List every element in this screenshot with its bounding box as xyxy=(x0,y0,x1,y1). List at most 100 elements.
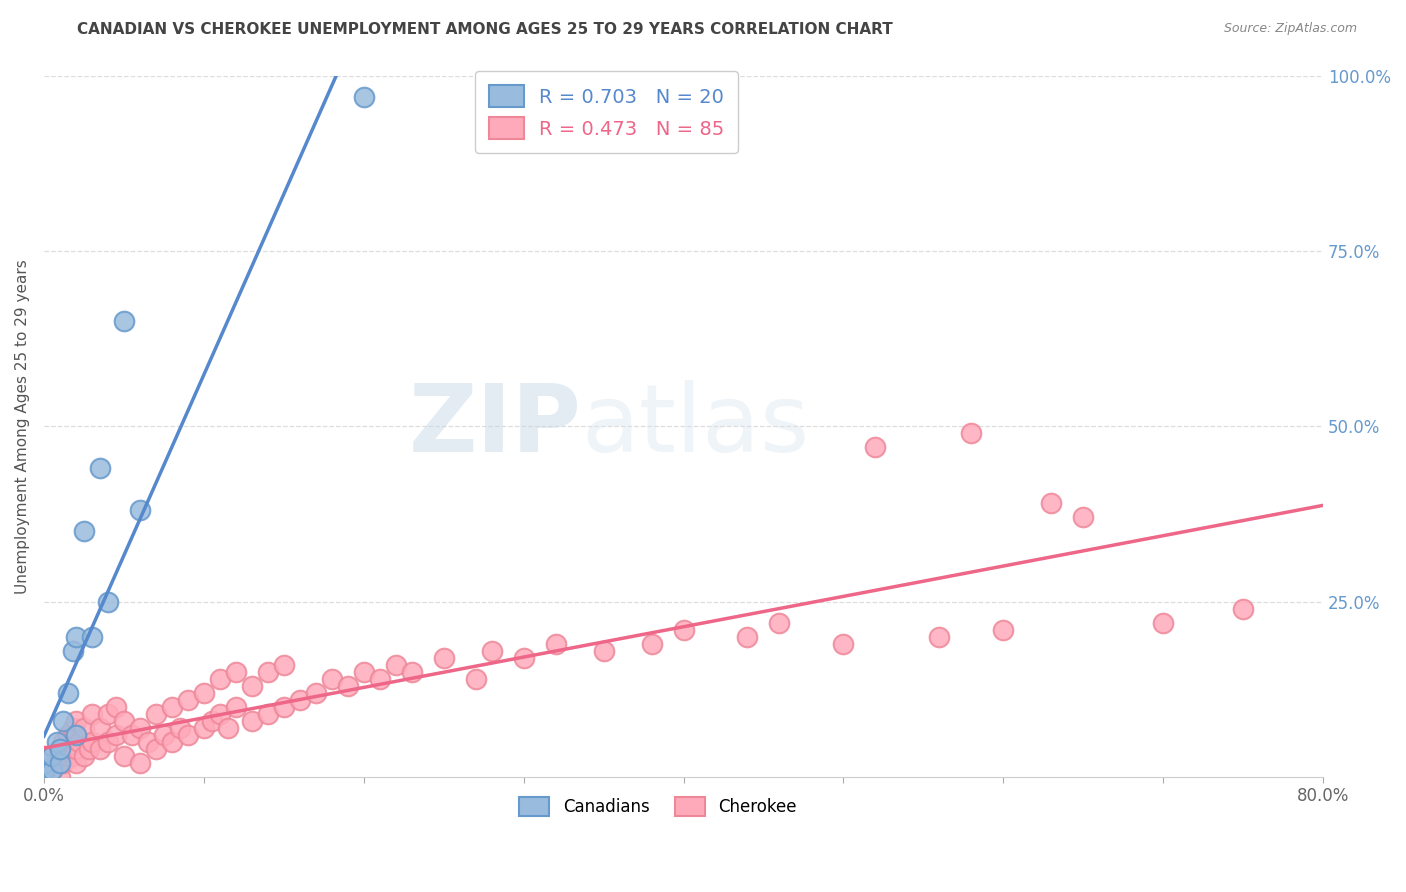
Point xyxy=(45,735,67,749)
Point xyxy=(89,741,111,756)
Point xyxy=(49,741,72,756)
Legend: Canadians, Cherokee: Canadians, Cherokee xyxy=(512,789,804,824)
Point xyxy=(737,630,759,644)
Point xyxy=(97,706,120,721)
Point xyxy=(193,721,215,735)
Point xyxy=(1152,615,1174,630)
Point xyxy=(62,721,84,735)
Point xyxy=(62,748,84,763)
Point xyxy=(104,699,127,714)
Point xyxy=(121,728,143,742)
Point xyxy=(45,756,67,770)
Point xyxy=(384,657,406,672)
Point xyxy=(1040,496,1063,510)
Point xyxy=(160,699,183,714)
Point xyxy=(49,756,72,770)
Point xyxy=(960,426,983,441)
Point xyxy=(201,714,224,728)
Point xyxy=(305,686,328,700)
Point xyxy=(512,650,534,665)
Point xyxy=(67,735,90,749)
Point xyxy=(128,721,150,735)
Point xyxy=(169,721,191,735)
Point xyxy=(80,735,103,749)
Point xyxy=(32,770,55,784)
Text: CANADIAN VS CHEROKEE UNEMPLOYMENT AMONG AGES 25 TO 29 YEARS CORRELATION CHART: CANADIAN VS CHEROKEE UNEMPLOYMENT AMONG … xyxy=(77,22,893,37)
Point xyxy=(32,763,55,777)
Point xyxy=(160,735,183,749)
Point xyxy=(993,623,1015,637)
Y-axis label: Unemployment Among Ages 25 to 29 years: Unemployment Among Ages 25 to 29 years xyxy=(15,259,30,593)
Point xyxy=(112,714,135,728)
Point xyxy=(56,748,79,763)
Text: atlas: atlas xyxy=(581,380,810,472)
Point xyxy=(240,679,263,693)
Point xyxy=(65,741,87,756)
Point xyxy=(928,630,950,644)
Point xyxy=(865,440,887,454)
Point xyxy=(288,692,311,706)
Point xyxy=(464,672,486,686)
Point xyxy=(41,748,63,763)
Point xyxy=(256,665,278,679)
Point xyxy=(177,692,200,706)
Point xyxy=(77,741,100,756)
Point xyxy=(52,735,75,749)
Point xyxy=(832,637,855,651)
Point xyxy=(73,748,96,763)
Point xyxy=(672,623,695,637)
Point xyxy=(273,699,295,714)
Point xyxy=(80,706,103,721)
Point xyxy=(353,89,375,103)
Point xyxy=(128,756,150,770)
Point xyxy=(112,314,135,328)
Point xyxy=(240,714,263,728)
Point xyxy=(368,672,391,686)
Point xyxy=(177,728,200,742)
Point xyxy=(32,756,55,770)
Point xyxy=(41,763,63,777)
Point xyxy=(225,699,247,714)
Point xyxy=(592,643,614,657)
Point xyxy=(73,721,96,735)
Point xyxy=(208,706,231,721)
Point xyxy=(65,728,87,742)
Point xyxy=(104,728,127,742)
Point xyxy=(433,650,456,665)
Point xyxy=(65,630,87,644)
Point xyxy=(544,637,567,651)
Text: ZIP: ZIP xyxy=(408,380,581,472)
Point xyxy=(321,672,343,686)
Text: Source: ZipAtlas.com: Source: ZipAtlas.com xyxy=(1223,22,1357,36)
Point xyxy=(89,721,111,735)
Point xyxy=(97,594,120,608)
Point xyxy=(336,679,359,693)
Point xyxy=(32,770,55,784)
Point xyxy=(353,665,375,679)
Point xyxy=(65,714,87,728)
Point xyxy=(193,686,215,700)
Point xyxy=(640,637,662,651)
Point xyxy=(481,643,503,657)
Point xyxy=(80,630,103,644)
Point xyxy=(1071,510,1094,524)
Point xyxy=(49,770,72,784)
Point xyxy=(62,643,84,657)
Point xyxy=(52,714,75,728)
Point xyxy=(273,657,295,672)
Point xyxy=(256,706,278,721)
Point xyxy=(49,741,72,756)
Point xyxy=(208,672,231,686)
Point xyxy=(768,615,790,630)
Point xyxy=(56,686,79,700)
Point xyxy=(112,748,135,763)
Point xyxy=(52,756,75,770)
Point xyxy=(97,735,120,749)
Point xyxy=(73,524,96,539)
Point xyxy=(56,728,79,742)
Point xyxy=(401,665,423,679)
Point xyxy=(136,735,159,749)
Point xyxy=(145,741,167,756)
Point xyxy=(41,748,63,763)
Point xyxy=(128,503,150,517)
